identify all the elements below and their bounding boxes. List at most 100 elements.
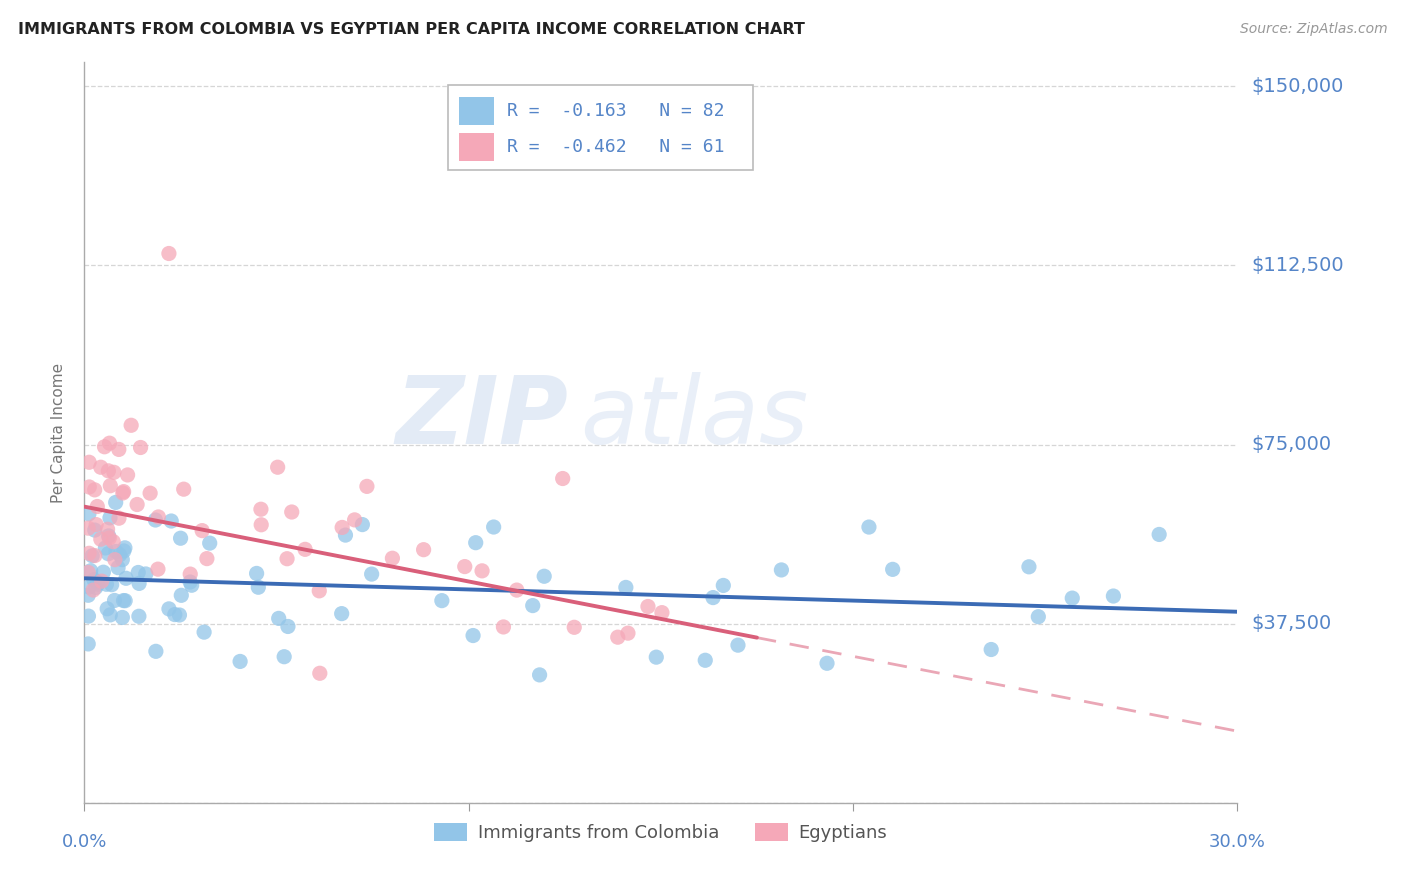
Point xyxy=(77,588,100,602)
Point xyxy=(770,563,793,577)
Point xyxy=(108,548,131,562)
Point xyxy=(858,520,880,534)
Point xyxy=(111,610,134,624)
Point xyxy=(112,484,135,499)
Point xyxy=(97,522,120,536)
Point xyxy=(108,442,131,457)
Point xyxy=(82,583,104,598)
Point xyxy=(412,542,434,557)
Point xyxy=(246,566,269,581)
Point xyxy=(267,611,290,625)
Point xyxy=(281,505,304,519)
Point xyxy=(617,626,640,640)
Point xyxy=(83,523,105,537)
Point xyxy=(93,440,115,454)
Point xyxy=(482,520,505,534)
Point xyxy=(146,562,169,576)
Point xyxy=(352,517,374,532)
Text: Source: ZipAtlas.com: Source: ZipAtlas.com xyxy=(1240,22,1388,37)
Point xyxy=(360,567,382,582)
FancyBboxPatch shape xyxy=(447,85,754,169)
Point xyxy=(77,580,100,594)
Point xyxy=(356,479,378,493)
Point xyxy=(90,532,112,546)
Text: IMMIGRANTS FROM COLOMBIA VS EGYPTIAN PER CAPITA INCOME CORRELATION CHART: IMMIGRANTS FROM COLOMBIA VS EGYPTIAN PER… xyxy=(18,22,806,37)
Text: $150,000: $150,000 xyxy=(1251,77,1344,95)
Point xyxy=(461,628,484,642)
Point xyxy=(195,551,218,566)
Point xyxy=(308,666,330,681)
Point xyxy=(711,578,734,592)
Point xyxy=(276,551,298,566)
Point xyxy=(93,565,115,579)
Point xyxy=(145,644,167,658)
Point xyxy=(637,599,659,614)
Point xyxy=(157,246,180,260)
Point xyxy=(98,479,121,493)
Point xyxy=(77,507,100,521)
Point xyxy=(695,653,717,667)
Point xyxy=(115,571,138,585)
Point xyxy=(135,566,157,581)
Point xyxy=(1018,559,1040,574)
Point xyxy=(330,520,353,534)
Point xyxy=(111,552,134,566)
Point xyxy=(294,542,316,557)
Point xyxy=(229,655,252,669)
Text: $75,000: $75,000 xyxy=(1251,435,1331,454)
Point xyxy=(139,486,162,500)
Point xyxy=(77,521,100,535)
Point xyxy=(96,577,118,591)
Point xyxy=(97,529,120,543)
FancyBboxPatch shape xyxy=(460,133,494,161)
Point xyxy=(170,588,193,602)
Point xyxy=(266,460,288,475)
Point xyxy=(727,638,749,652)
Point xyxy=(83,549,105,563)
Point xyxy=(381,551,404,566)
Point xyxy=(330,607,353,621)
Point xyxy=(343,513,366,527)
Point xyxy=(83,573,105,587)
Point xyxy=(108,511,131,525)
Point xyxy=(250,502,273,516)
Point xyxy=(157,602,180,616)
Point xyxy=(112,593,135,607)
Point xyxy=(492,620,515,634)
Point xyxy=(87,577,110,591)
Point xyxy=(94,541,117,555)
Point xyxy=(128,609,150,624)
Point xyxy=(90,460,112,475)
Point xyxy=(101,534,124,549)
Point xyxy=(273,649,295,664)
Point xyxy=(533,569,555,583)
Point xyxy=(112,544,135,558)
Point xyxy=(84,517,107,532)
Point xyxy=(104,495,127,509)
Point xyxy=(529,668,551,682)
Point xyxy=(127,498,149,512)
Point xyxy=(1147,527,1170,541)
Point xyxy=(193,625,215,640)
Point xyxy=(98,607,121,622)
Point xyxy=(522,599,544,613)
Point xyxy=(160,514,183,528)
Point xyxy=(614,581,637,595)
Point xyxy=(77,637,100,651)
Point xyxy=(120,418,142,433)
Point xyxy=(96,601,118,615)
Point xyxy=(79,564,101,578)
Point xyxy=(117,467,139,482)
Point xyxy=(169,531,191,545)
Point xyxy=(606,630,628,644)
Point xyxy=(882,562,904,576)
Point xyxy=(198,536,221,550)
Point xyxy=(551,471,574,485)
Point xyxy=(250,517,273,532)
Point xyxy=(114,541,136,555)
Point xyxy=(169,607,191,622)
Text: ZIP: ZIP xyxy=(395,372,568,464)
Text: R =  -0.163   N = 82: R = -0.163 N = 82 xyxy=(508,103,725,120)
Point xyxy=(191,524,214,538)
Point xyxy=(104,552,127,566)
